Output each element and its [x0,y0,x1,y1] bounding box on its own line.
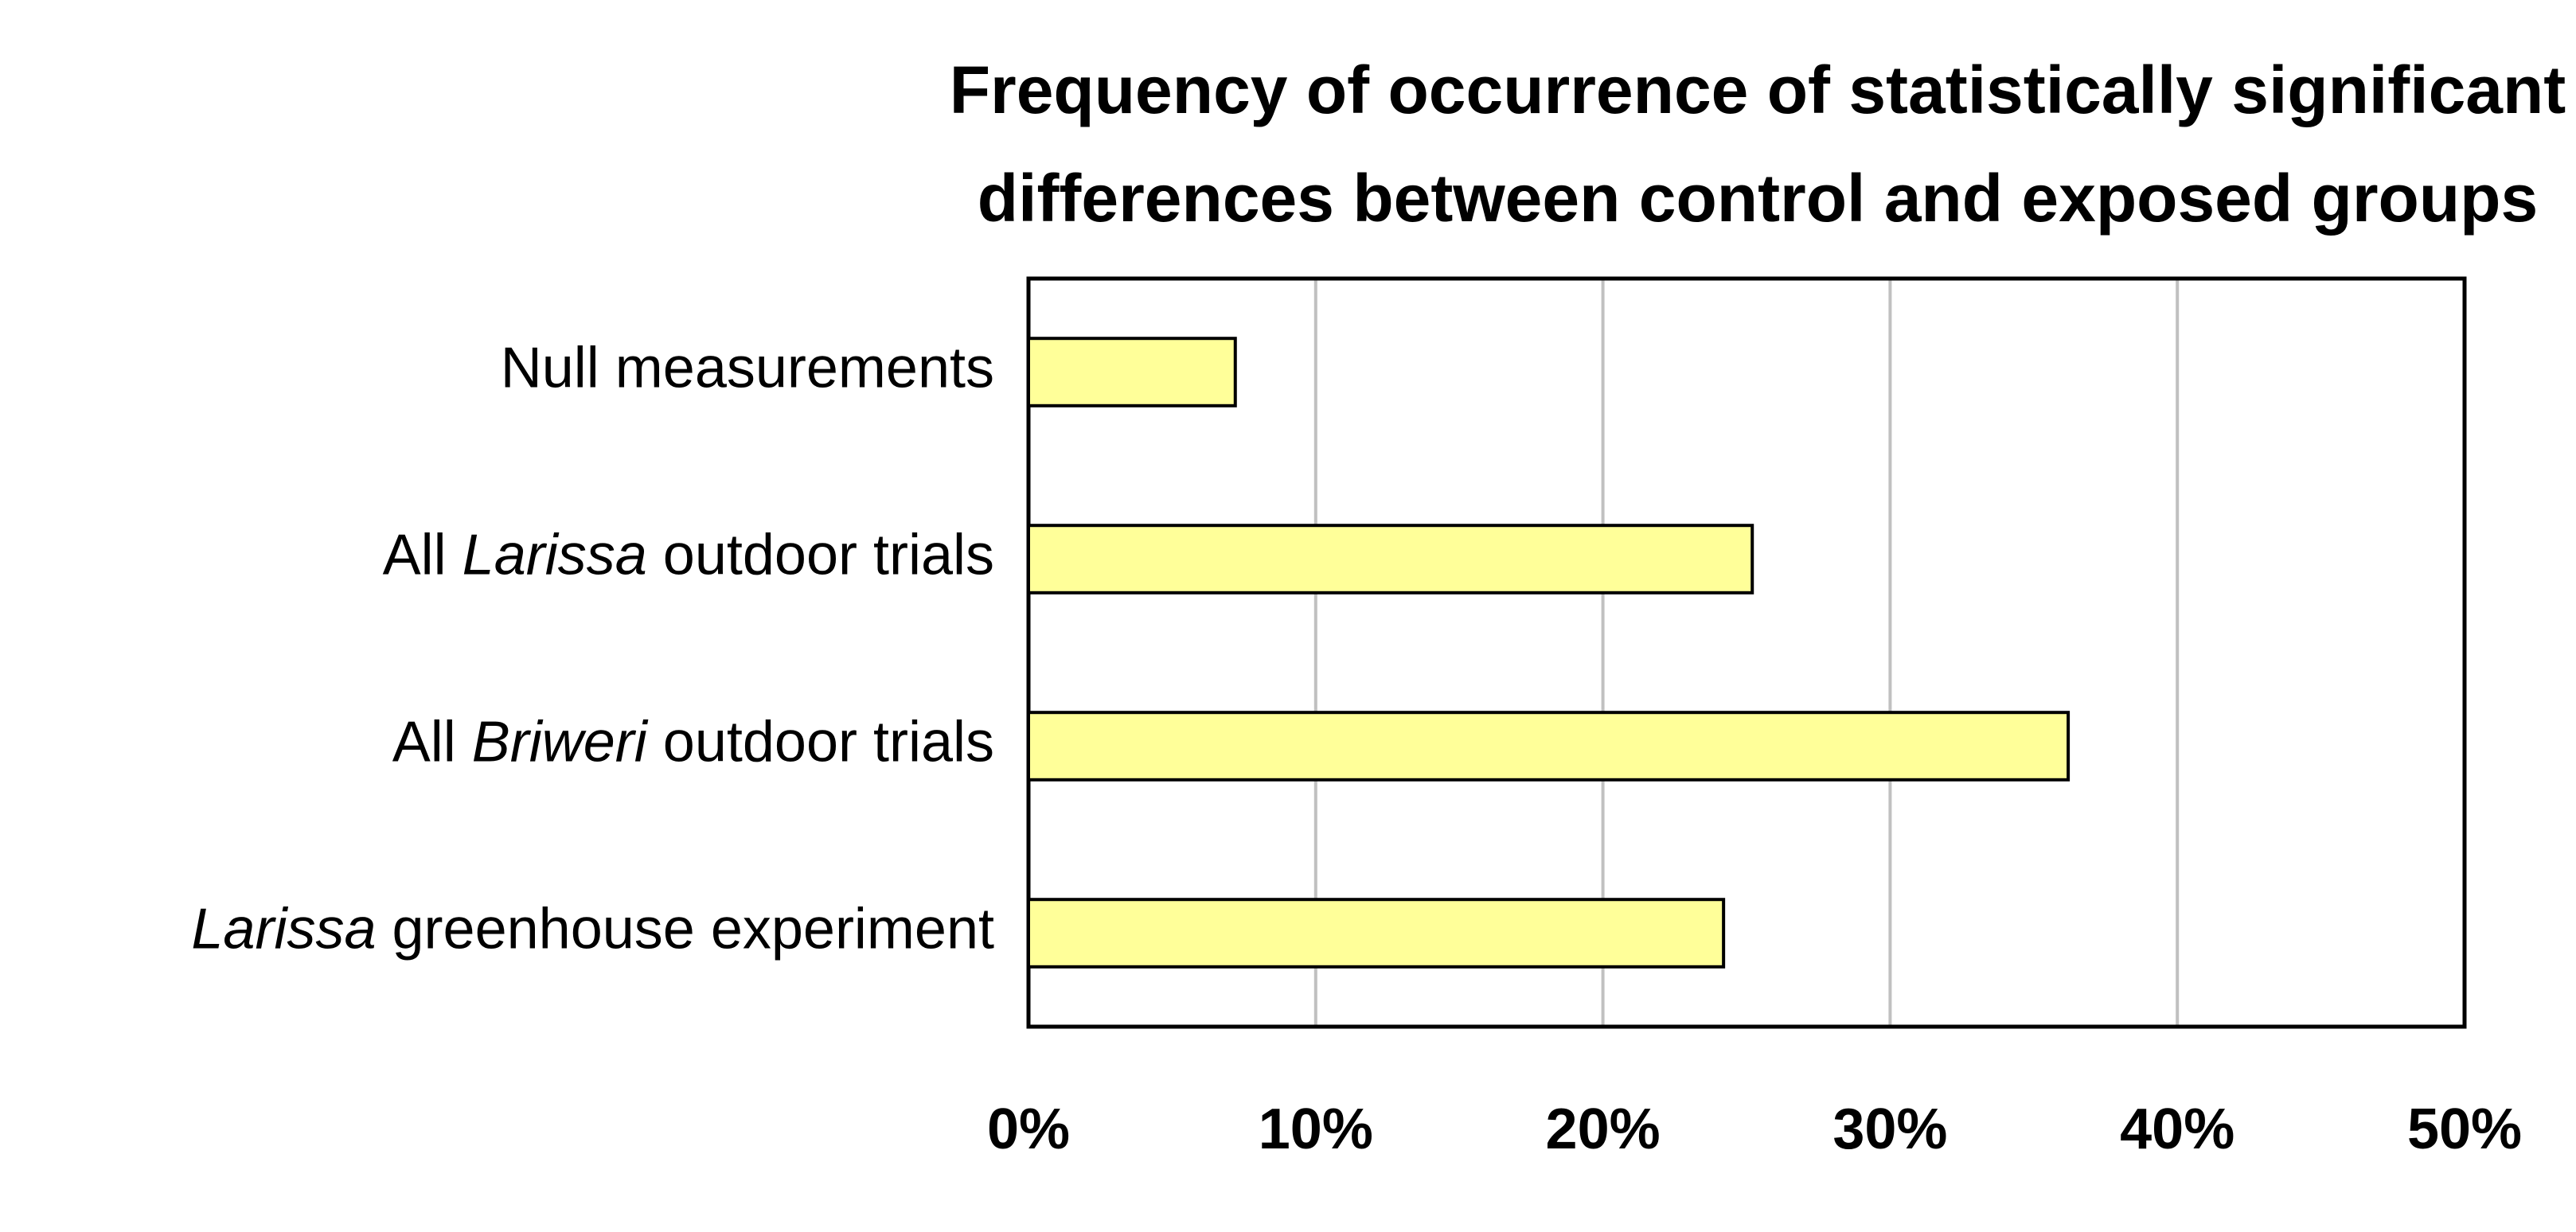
x-tick-label: 0% [987,1097,1070,1161]
bar [1027,711,2071,782]
bar [1027,337,1237,407]
x-tick-label: 20% [1546,1097,1661,1161]
label-part: All [383,524,463,587]
x-tick-label: 30% [1832,1097,1947,1161]
label-part: All [392,711,472,774]
label-part: greenhouse experiment [377,898,995,961]
x-tick-label: 50% [2407,1097,2522,1161]
x-tick-label: 40% [2120,1097,2234,1161]
label-part: outdoor trials [647,711,994,774]
y-tick-label: All Briweri outdoor trials [392,711,994,774]
y-tick-label: All Larissa outdoor trials [383,524,994,587]
y-tick-label: Larissa greenhouse experiment [191,898,994,961]
plot-frame [1026,276,2467,1029]
chart-title: Frequency of occurrence of statistically… [950,53,2566,127]
x-tick-label: 10% [1259,1097,1373,1161]
label-part: outdoor trials [647,524,994,587]
bar [1027,898,1726,969]
label-part: Briweri [472,711,649,774]
chart-title: differences between control and exposed … [978,161,2538,236]
y-tick-label: Null measurements [501,337,994,400]
label-part: Larissa [463,524,647,587]
label-part: Null measurements [501,337,994,400]
bar [1027,524,1754,595]
label-part: Larissa [191,898,376,961]
